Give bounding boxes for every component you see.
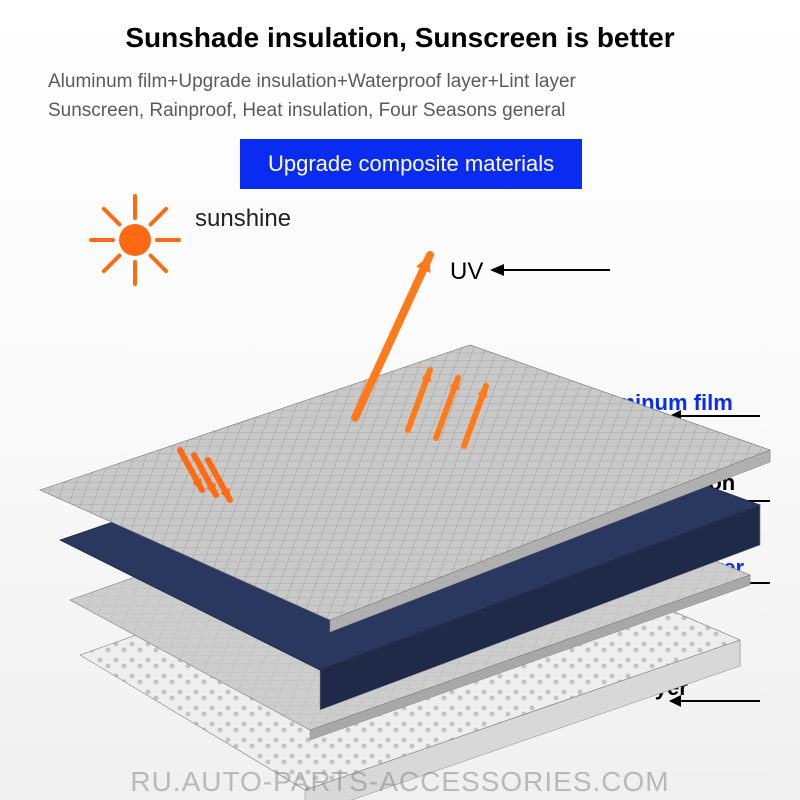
label-waterproof: Waterproof layer [570, 555, 744, 581]
subtitle-line-2: Sunscreen, Rainproof, Heat insulation, F… [48, 97, 800, 126]
label-insulation: heat insulation [580, 470, 735, 496]
badge-composite-materials: Upgrade composite materials [240, 139, 582, 189]
sun-icon [119, 224, 151, 256]
watermark: RU.AUTO-PARTS-ACCESSORIES.COM [0, 766, 800, 798]
arrow-lint [670, 700, 760, 702]
arrow-waterproof [680, 582, 770, 584]
arrow-insulation [680, 500, 770, 502]
label-aluminum: Aluminum film [580, 390, 733, 416]
subtitle-block: Aluminum film+Upgrade insulation+Waterpr… [0, 54, 800, 125]
arrow-aluminum [670, 415, 760, 417]
page-title: Sunshade insulation, Sunscreen is better [0, 0, 800, 54]
subtitle-line-1: Aluminum film+Upgrade insulation+Waterpr… [48, 68, 800, 97]
label-sunshine: sunshine [195, 205, 291, 233]
label-uv: UV [450, 258, 483, 286]
layer-insulation [60, 400, 760, 670]
